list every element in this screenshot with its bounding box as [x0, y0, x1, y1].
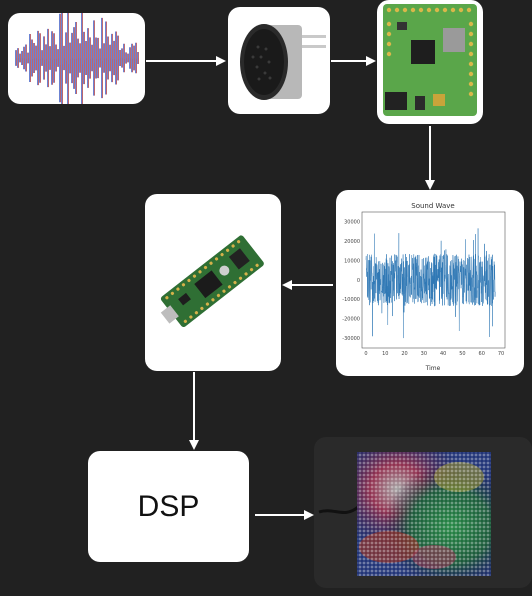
- audio-waveform-icon: [15, 13, 139, 104]
- x-tick-label: 50: [459, 351, 465, 357]
- y-tick-label: 20000: [344, 239, 360, 245]
- microcontroller-card: [145, 194, 281, 371]
- x-tick-label: 20: [401, 351, 407, 357]
- dsp-block: DSP: [88, 451, 249, 562]
- led-matrix-panel-icon: [318, 452, 491, 576]
- dsp-label: DSP: [137, 489, 200, 523]
- sound-wave-series: [365, 228, 496, 339]
- audio-signal-card: [8, 13, 145, 104]
- sound-wave-plot: Sound Wave 30000 20000 10000 0 -10000 -20000 -…: [342, 202, 506, 372]
- y-tick-label: 0: [357, 278, 360, 284]
- chart-title: Sound Wave: [411, 202, 454, 210]
- y-tick-label: -20000: [342, 317, 360, 323]
- microphone-icon: [240, 24, 326, 100]
- x-tick-label: 40: [440, 351, 446, 357]
- microcontroller-board-icon: [160, 235, 264, 327]
- sound-wave-plot-card: Sound Wave 30000 20000 10000 0 -10000 -20000 -…: [336, 190, 524, 376]
- y-tick-label: 30000: [344, 220, 360, 226]
- led-matrix-card: [314, 437, 532, 588]
- x-tick-label: 0: [364, 351, 367, 357]
- x-tick-label: 10: [382, 351, 388, 357]
- x-tick-label: 70: [498, 351, 504, 357]
- plot-frame: [361, 211, 506, 349]
- audio-adapter-board-icon: [383, 4, 477, 116]
- x-tick-label: 30: [421, 351, 427, 357]
- audio-board-card: [377, 0, 483, 124]
- x-axis-label: Time: [425, 365, 441, 372]
- y-tick-label: 10000: [344, 258, 360, 264]
- microphone-card: [228, 7, 330, 114]
- y-tick-label: -10000: [342, 297, 360, 303]
- x-tick-label: 60: [479, 351, 485, 357]
- y-tick-label: -30000: [342, 336, 360, 342]
